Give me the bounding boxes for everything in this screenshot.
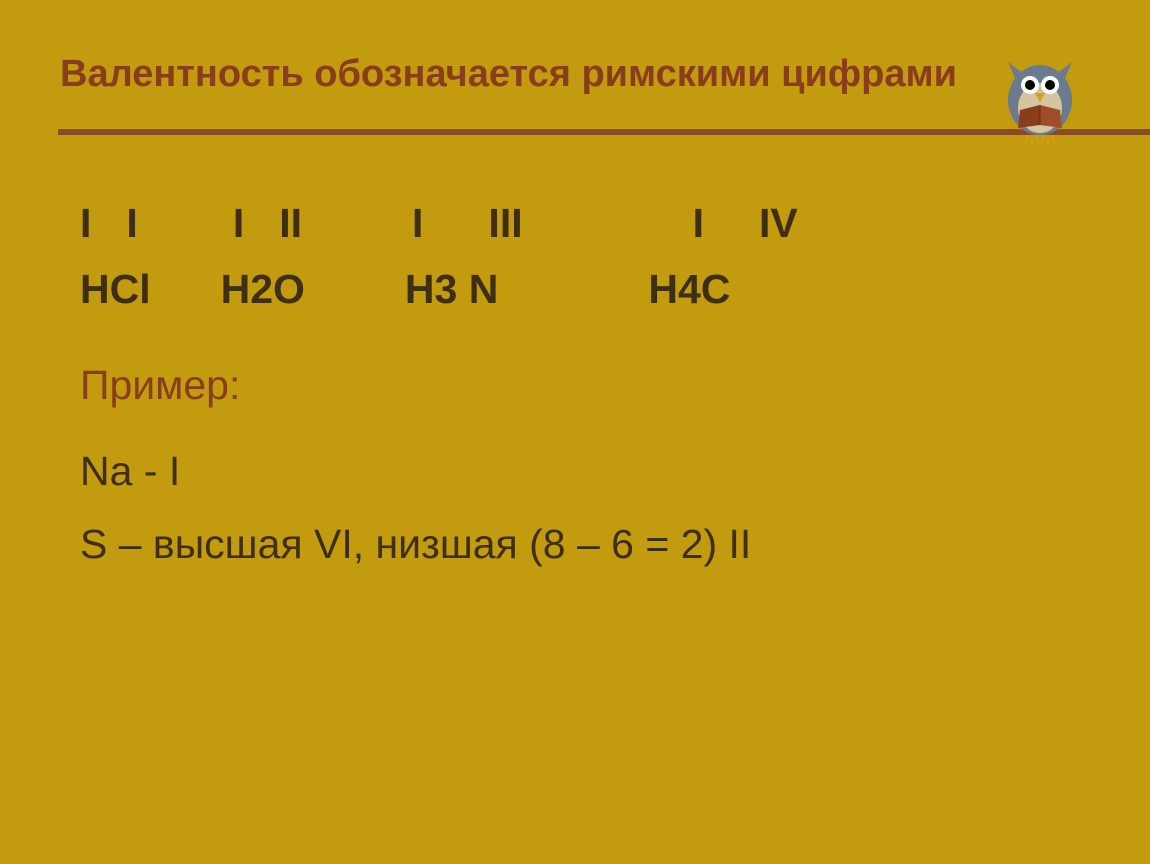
slide-content: IIIIIIIIIIIV HClH2OH3 NH4C Пример: Na - …	[0, 135, 1150, 646]
valency-numerals-row: IIIIIIIIIIIV	[80, 195, 1090, 252]
valency-1: I	[80, 200, 91, 246]
formulas-row: HCl H2O H3 N H4C	[80, 261, 1090, 318]
owl-reading-icon	[990, 50, 1090, 150]
example-s: S – высшая VI, низшая (8 – 6 = 2) II	[80, 512, 1090, 578]
valency-8: IV	[759, 200, 798, 246]
slide-title-area: Валентность обозначается римскими цифрам…	[0, 0, 1150, 119]
valency-6: III	[488, 200, 522, 246]
example-label: Пример:	[80, 353, 1090, 419]
valency-2: I	[126, 200, 137, 246]
formula-h3n: H3 N	[405, 266, 498, 312]
slide-title: Валентность обозначается римскими цифрам…	[60, 50, 960, 99]
example-na: Na - I	[80, 439, 1090, 505]
valency-5: I	[412, 200, 423, 246]
valency-7: I	[693, 200, 704, 246]
valency-3: I	[233, 200, 244, 246]
valency-4: II	[279, 200, 302, 246]
formula-h4c: H4C	[648, 266, 730, 312]
formula-hcl: HCl	[80, 266, 151, 312]
formula-h2o: H2O	[221, 266, 305, 312]
